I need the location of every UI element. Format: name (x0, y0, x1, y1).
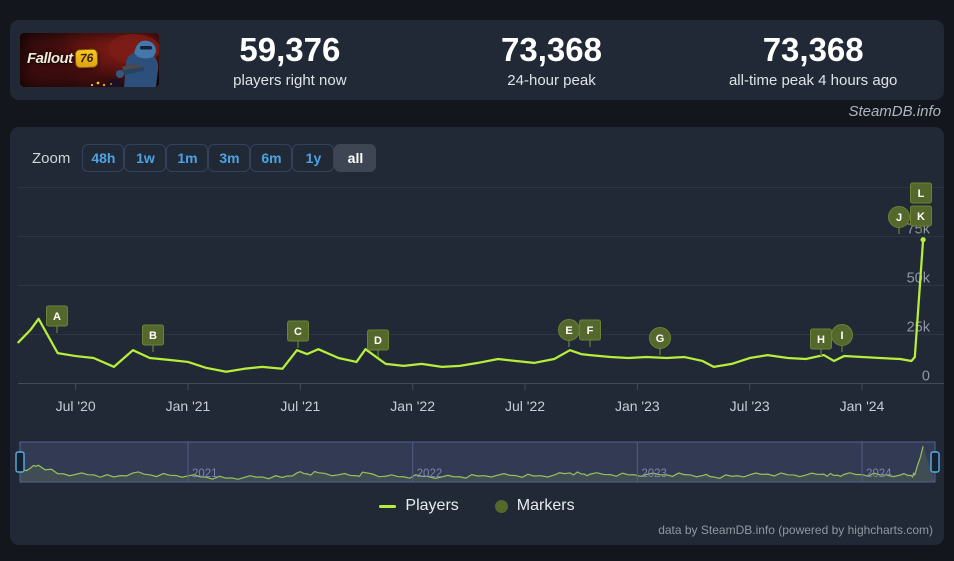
event-marker-J[interactable]: J (888, 206, 910, 235)
event-marker-B[interactable]: B (142, 324, 164, 352)
marker-letter: J (896, 212, 902, 224)
legend-players-label: Players (405, 497, 459, 514)
stat-24h-peak-label: 24-hour peak (507, 71, 596, 89)
chart-legend: Players Markers (10, 497, 944, 515)
marker-letter: D (374, 335, 382, 347)
x-axis-label: Jan '24 (840, 398, 885, 414)
stat-alltime-peak-value: 73,368 (762, 31, 864, 69)
x-axis-label: Jul '20 (56, 398, 96, 414)
marker-flag-circle-icon (831, 324, 853, 346)
y-axis-label: 0 (922, 369, 930, 385)
marker-letter: L (918, 188, 925, 200)
marker-letter: E (565, 325, 572, 337)
zoom-button-1m[interactable]: 1m (166, 144, 209, 172)
stat-24h-peak-value: 73,368 (501, 31, 602, 69)
navigator-year-label: 2022 (417, 468, 443, 480)
marker-flag-square-icon (287, 320, 309, 342)
legend-item-players[interactable]: Players (379, 497, 459, 515)
marker-letter: G (656, 333, 665, 345)
marker-letter: I (840, 330, 843, 342)
marker-flag-square-icon (579, 319, 601, 341)
stat-current-players-label: players right now (233, 71, 347, 89)
stat-current-players: 59,376 players right now (159, 31, 421, 89)
event-marker-H[interactable]: H (810, 328, 832, 356)
event-marker-C[interactable]: C (287, 320, 309, 348)
zoom-button-48h[interactable]: 48h (82, 144, 125, 172)
event-marker-K[interactable]: K (910, 205, 932, 233)
marker-flag-square-icon (910, 205, 932, 227)
x-axis-label: Jan '21 (166, 398, 211, 414)
zoom-button-1w[interactable]: 1w (124, 144, 167, 172)
stat-alltime-peak-label: all-time peak 4 hours ago (728, 71, 898, 89)
navigator-line (19, 446, 924, 480)
marker-flag-square-icon (367, 329, 389, 351)
navigator-year-label: 2021 (192, 468, 218, 480)
zoom-button-1y[interactable]: 1y (292, 144, 335, 172)
event-marker-G[interactable]: G (649, 327, 671, 356)
event-marker-A[interactable]: A (46, 305, 68, 333)
markers-circle-swatch-icon (494, 499, 508, 513)
event-marker-L[interactable]: L (910, 182, 932, 204)
zoom-button-6m[interactable]: 6m (250, 144, 293, 172)
marker-flag-square-icon (910, 182, 932, 204)
zoom-toolbar-label: Zoom (32, 149, 71, 167)
marker-flag-square-icon (810, 328, 832, 350)
navigator[interactable]: 2021 2022 2023 2024 (15, 441, 940, 483)
marker-flag-circle-icon (888, 206, 910, 228)
x-axis-label: Jul '21 (280, 398, 320, 414)
navigator-handle-left[interactable] (15, 451, 25, 473)
game-logo: Fallout 76 (27, 49, 98, 68)
zoom-button-3m[interactable]: 3m (208, 144, 251, 172)
players-line[interactable] (17, 238, 925, 373)
players-line-end-dot (920, 237, 926, 243)
x-axis-label: Jul '23 (730, 398, 770, 414)
x-axis-label: Jan '22 (390, 398, 435, 414)
marker-flag-square-icon (142, 324, 164, 346)
stat-current-players-value: 59,376 (239, 31, 341, 69)
navigator-handle-right[interactable] (930, 451, 940, 473)
navigator-area-fill (20, 446, 935, 482)
event-marker-F[interactable]: F (579, 319, 601, 347)
event-marker-D[interactable]: D (367, 329, 389, 357)
game-capsule-image[interactable]: Fallout 76 (20, 33, 159, 87)
stat-alltime-peak: 73,368 all-time peak 4 hours ago (682, 31, 944, 89)
x-axis-label: Jul '22 (505, 398, 545, 414)
zoom-toolbar: Zoom 48h 1w 1m 3m 6m 1y all (10, 127, 944, 172)
players-line-swatch-icon (379, 504, 397, 508)
marker-letter: B (149, 330, 157, 342)
chart-panel: Zoom 48h 1w 1m 3m 6m 1y all Jul '20 Jan '21 Jul … (10, 127, 944, 545)
event-marker-I[interactable]: I (831, 324, 853, 353)
game-header-panel: Fallout 76 59,376 players right now 73,3… (10, 20, 944, 100)
zoom-button-group: 48h 1w 1m 3m 6m 1y all (82, 144, 377, 172)
stat-24h-peak: 73,368 24-hour peak (421, 31, 683, 89)
marker-letter: K (917, 211, 925, 223)
marker-flag-square-icon (46, 305, 68, 327)
marker-letter: C (294, 326, 302, 338)
event-marker-E[interactable]: E (558, 319, 580, 348)
navigator-selected-range[interactable] (19, 441, 936, 483)
game-logo-badge: 76 (75, 49, 98, 68)
power-armor-artwork (90, 34, 159, 87)
navigator-year-label: 2023 (641, 468, 667, 480)
steamdb-watermark: SteamDB.info (848, 103, 941, 120)
player-stats: 59,376 players right now 73,368 24-hour … (159, 31, 944, 89)
zoom-button-all[interactable]: all (334, 144, 377, 172)
chart-credits-link[interactable]: data by SteamDB.info (powered by highcha… (658, 523, 933, 537)
players-chart[interactable]: Jul '20 Jan '21 Jul '21 Jan '22 Jul '22 Jan '… (10, 182, 944, 490)
marker-letter: F (587, 325, 594, 337)
y-axis-label: 25k (907, 320, 931, 336)
marker-letter: H (817, 334, 825, 346)
marker-flag-circle-icon (649, 327, 671, 349)
marker-letter: A (53, 311, 61, 323)
game-logo-text: Fallout (27, 50, 73, 67)
legend-markers-label: Markers (516, 497, 575, 514)
y-axis-label: 50k (907, 271, 931, 287)
navigator-year-label: 2024 (866, 468, 892, 480)
legend-item-markers[interactable]: Markers (494, 497, 575, 515)
x-axis-label: Jan '23 (615, 398, 660, 414)
